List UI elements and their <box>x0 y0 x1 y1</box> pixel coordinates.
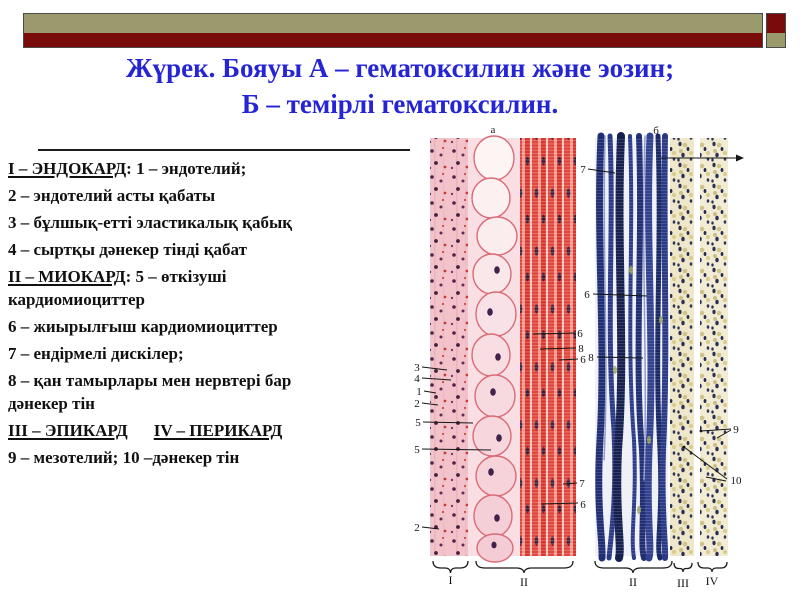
callout-lines-a-right <box>532 332 579 505</box>
legend-item-10: 9 – мезотелий; 10 –дәнекер тін <box>8 446 410 469</box>
legend-section-pericard: IV – ПЕРИКАРД <box>153 421 283 440</box>
legend-item-6: 6 – жиырылғыш кардиомиоциттер <box>8 315 410 338</box>
micrograph-b: б <box>595 125 728 562</box>
zone-endocard-nuclei <box>430 138 468 556</box>
brace-label-myocard-a: II <box>520 575 528 589</box>
legend-item-myocard: II – МИОКАРД: 5 – өткізуші кардиомиоцитт… <box>8 265 410 311</box>
slide-title-line2: Б – темірлі гематоксилин. <box>241 89 559 119</box>
legend-item-text: 9 – мезотелий; 10 –дәнекер тін <box>8 448 240 467</box>
legend-item-text: 4 – сыртқы дәнекер тінді қабат <box>8 240 247 259</box>
brace-label-endocard: I <box>449 573 453 587</box>
zone-epicard-speckle <box>670 138 694 556</box>
brace-label-myocard-b: II <box>629 575 637 589</box>
callout-lines-b-right <box>661 157 736 482</box>
callout-number: 8 <box>588 352 594 364</box>
header-bar-olive <box>23 13 763 34</box>
callout-number: 6 <box>580 354 586 366</box>
callout-number: 7 <box>580 164 586 176</box>
callout-dot <box>682 445 686 449</box>
purkinje-cells <box>471 135 518 563</box>
callout-number: 2 <box>414 522 420 534</box>
slide-title-line1: Жүрек. Бояуы А – гематоксилин және эозин… <box>125 53 675 83</box>
callout-number: 8 <box>578 343 584 355</box>
callout-number: 5 <box>415 417 421 429</box>
legend-item-4: 4 – сыртқы дәнекер тінді қабат <box>8 238 410 261</box>
fiber-striations <box>520 138 576 556</box>
legend-item-text: 2 – эндотелий асты қабаты <box>8 186 216 205</box>
purkinje-nuclei <box>487 266 502 549</box>
legend-item-epicard-pericard: III – ЭПИКАРД IV – ПЕРИКАРД <box>8 419 410 442</box>
legend-item-3: 3 – бұлшық-етті эластикалық қабық <box>8 211 410 234</box>
arrow-head <box>736 154 744 162</box>
header-bar-dark-red <box>23 33 763 48</box>
legend-top-rule <box>38 149 410 151</box>
callout-number: 10 <box>731 475 743 487</box>
slide-title: Жүрек. Бояуы А – гематоксилин және эозин… <box>0 50 800 122</box>
callout-lines-a-left <box>421 366 492 530</box>
callout-number: 4 <box>414 373 420 385</box>
header-square-olive <box>766 33 786 48</box>
legend-item-text: 3 – бұлшық-етті эластикалық қабық <box>8 213 293 232</box>
legend-item-text: : 5 – өткізуші кардиомиоциттер <box>8 267 227 309</box>
legend-section-endocard: I – ЭНДОКАРД <box>8 159 127 178</box>
callout-dot <box>699 429 703 433</box>
callout-lines-b-left <box>587 168 648 359</box>
legend-item-text: : 1 – эндотелий; <box>126 159 247 178</box>
callout-number: 9 <box>733 424 739 436</box>
zone-pericard-speckle <box>700 138 728 556</box>
callout-number: 5 <box>414 444 420 456</box>
histology-figure: а <box>414 124 744 590</box>
callout-number: 3 <box>414 362 420 374</box>
header-square-dark-red <box>766 13 786 34</box>
legend-item-endocard: I – ЭНДОКАРД: 1 – эндотелий; <box>8 157 410 180</box>
fiber-striations-b <box>595 138 668 556</box>
legend-item-7: 7 – ендірмелі дискілер; <box>8 342 410 365</box>
micrograph-a-letter: а <box>491 124 496 136</box>
legend-section-epicard: III – ЭПИКАРД <box>8 421 128 440</box>
callout-number: 6 <box>577 328 583 340</box>
callout-number: 7 <box>579 478 585 490</box>
callout-number: 6 <box>580 499 586 511</box>
micrograph-b-letter: б <box>653 125 659 137</box>
brace-label-pericard: IV <box>706 574 719 588</box>
legend-item-text: 7 – ендірмелі дискілер; <box>8 344 184 363</box>
legend: I – ЭНДОКАРД: 1 – эндотелий; 2 – эндотел… <box>8 157 410 473</box>
callout-number: 6 <box>584 289 590 301</box>
callout-number: 2 <box>414 398 420 410</box>
legend-item-2: 2 – эндотелий асты қабаты <box>8 184 410 207</box>
legend-item-8: 8 – қан тамырлары мен нервтері бар дәнек… <box>8 369 410 415</box>
legend-item-text: 6 – жиырылғыш кардиомиоциттер <box>8 317 278 336</box>
micrograph-a: а <box>430 124 576 563</box>
layer-braces <box>432 560 728 574</box>
legend-item-text: 8 – қан тамырлары мен нервтері бар дәнек… <box>8 371 292 413</box>
legend-section-myocard: II – МИОКАРД <box>8 267 126 286</box>
brace-label-epicard: III <box>677 576 689 590</box>
callout-number: 1 <box>416 386 422 398</box>
